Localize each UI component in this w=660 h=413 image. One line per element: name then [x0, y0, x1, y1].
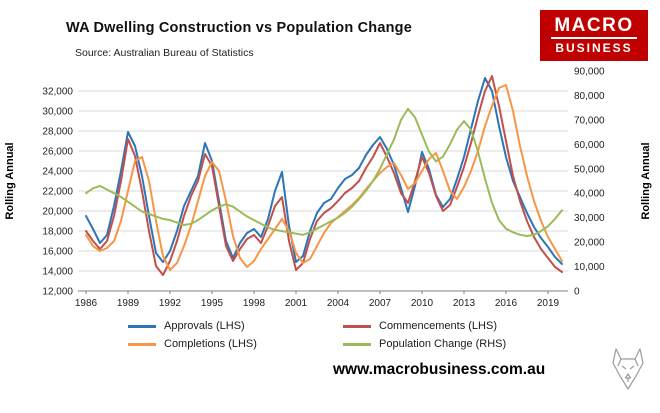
logo-divider: [551, 37, 637, 40]
svg-text:28,000: 28,000: [42, 127, 73, 138]
svg-text:18,000: 18,000: [42, 227, 73, 238]
footer-url: www.macrobusiness.com.au: [333, 361, 546, 378]
legend-item-population-change: Population Change (RHS): [343, 338, 578, 350]
svg-text:Rolling Annual: Rolling Annual: [640, 142, 652, 219]
svg-text:30,000: 30,000: [574, 213, 605, 224]
svg-text:0: 0: [574, 287, 580, 298]
svg-text:40,000: 40,000: [574, 189, 605, 200]
logo-business-text: BUSINESS: [555, 41, 633, 56]
svg-text:80,000: 80,000: [574, 91, 605, 102]
svg-text:2013: 2013: [453, 298, 476, 309]
svg-text:24,000: 24,000: [42, 167, 73, 178]
svg-text:50,000: 50,000: [574, 164, 605, 175]
footer: www.macrobusiness.com.au: [0, 348, 660, 402]
svg-text:2019: 2019: [537, 298, 560, 309]
legend-label-completions: Completions (LHS): [164, 338, 257, 350]
svg-text:Rolling Annual: Rolling Annual: [4, 142, 16, 219]
legend-item-completions: Completions (LHS): [128, 338, 343, 350]
svg-text:10,000: 10,000: [574, 262, 605, 273]
svg-text:60,000: 60,000: [574, 140, 605, 151]
line-chart: 12,000 14,000 16,000 18,000 20,000 22,000 24,0…: [4, 67, 652, 310]
svg-text:20,000: 20,000: [42, 207, 73, 218]
svg-text:1995: 1995: [201, 298, 224, 309]
svg-text:20,000: 20,000: [574, 238, 605, 249]
chart-title: WA Dwelling Construction vs Population C…: [66, 20, 412, 36]
svg-text:1989: 1989: [117, 298, 140, 309]
svg-text:70,000: 70,000: [574, 115, 605, 126]
svg-text:1998: 1998: [243, 298, 266, 309]
svg-text:16,000: 16,000: [42, 247, 73, 258]
svg-text:22,000: 22,000: [42, 187, 73, 198]
legend-color-approvals: [128, 324, 156, 328]
macrobusiness-logo: MACRO BUSINESS: [540, 10, 648, 62]
svg-text:30,000: 30,000: [42, 107, 73, 118]
logo-macro-text: MACRO: [554, 15, 634, 36]
svg-text:2007: 2007: [369, 298, 392, 309]
legend-label-commencements: Commencements (LHS): [379, 320, 497, 332]
legend-item-approvals: Approvals (LHS): [128, 320, 343, 332]
chart-area: 12,000 14,000 16,000 18,000 20,000 22,000 24,0…: [0, 61, 660, 318]
svg-text:26,000: 26,000: [42, 147, 73, 158]
svg-text:14,000: 14,000: [42, 267, 73, 278]
svg-text:2016: 2016: [495, 298, 518, 309]
svg-text:1986: 1986: [75, 298, 98, 309]
svg-text:32,000: 32,000: [42, 87, 73, 98]
svg-text:2010: 2010: [411, 298, 434, 309]
svg-text:2004: 2004: [327, 298, 350, 309]
svg-text:2001: 2001: [285, 298, 308, 309]
legend-color-commencements: [343, 324, 371, 328]
wolf-logo-icon: [606, 346, 650, 397]
svg-text:12,000: 12,000: [42, 287, 73, 298]
legend-label-population-change: Population Change (RHS): [379, 338, 507, 350]
chart-legend: Approvals (LHS) Commencements (LHS) Comp…: [128, 320, 578, 350]
source-label: Source: Australian Bureau of Statistics: [75, 47, 254, 59]
chart-header: WA Dwelling Construction vs Population C…: [0, 0, 660, 59]
svg-text:1992: 1992: [159, 298, 182, 309]
legend-label-approvals: Approvals (LHS): [164, 320, 245, 332]
svg-text:90,000: 90,000: [574, 67, 605, 78]
legend-color-population-change: [343, 342, 371, 346]
legend-item-commencements: Commencements (LHS): [343, 320, 578, 332]
legend-color-completions: [128, 342, 156, 346]
